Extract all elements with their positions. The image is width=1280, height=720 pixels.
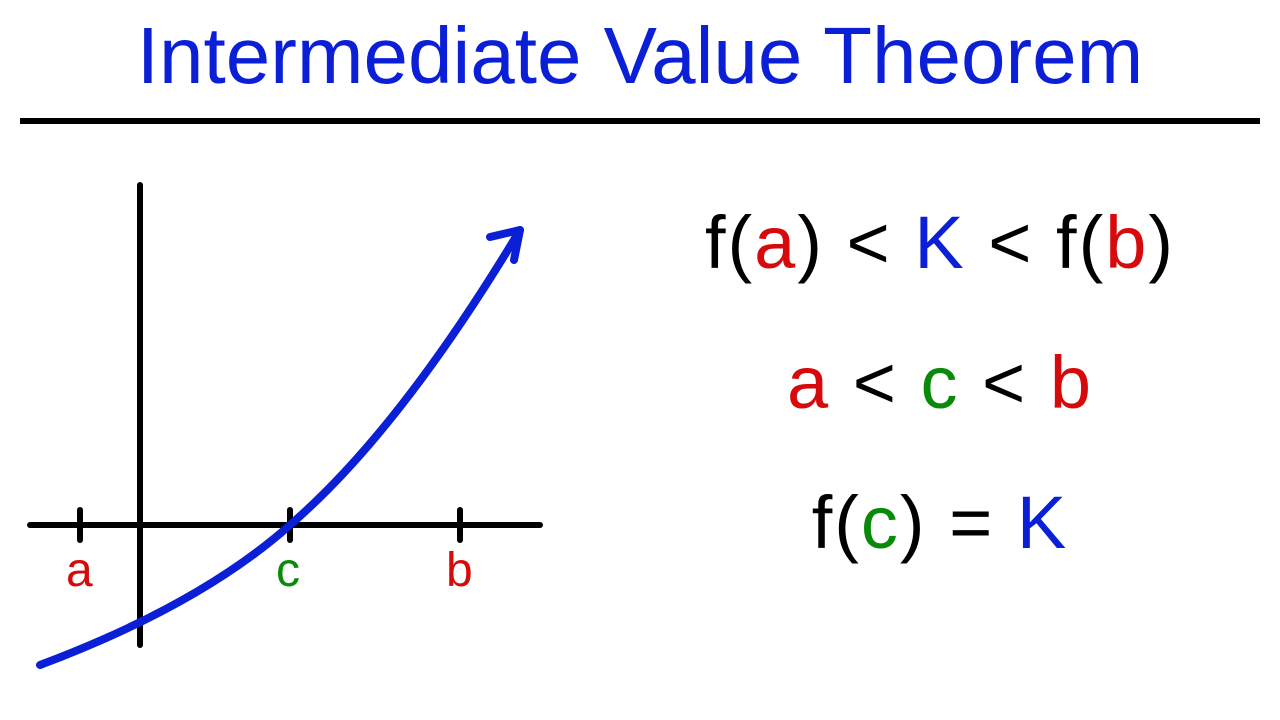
eq-3-part-4: K bbox=[1017, 481, 1068, 564]
eq-2-part-2: < bbox=[830, 341, 920, 424]
equations-block: f(a) < K < f(b)a < c < bf(c) = K bbox=[610, 200, 1270, 620]
axis-label-c: c bbox=[276, 543, 300, 598]
eq-1-part-4: K bbox=[914, 201, 965, 284]
graph: acb bbox=[20, 175, 560, 695]
function-curve bbox=[40, 230, 520, 665]
title-underline bbox=[20, 118, 1260, 124]
page-title: Intermediate Value Theorem bbox=[137, 10, 1143, 102]
equation-line-2: a < c < b bbox=[610, 340, 1270, 425]
eq-3-part-3: ) = bbox=[900, 481, 1017, 564]
eq-2-part-3: c bbox=[921, 341, 960, 424]
eq-3-part-2: c bbox=[861, 481, 900, 564]
eq-2-part-1: a bbox=[787, 341, 830, 424]
eq-3-part-1: f( bbox=[812, 481, 861, 564]
eq-1-part-7: ) bbox=[1148, 201, 1175, 284]
eq-2-part-5: b bbox=[1050, 341, 1093, 424]
equation-line-1: f(a) < K < f(b) bbox=[610, 200, 1270, 285]
equation-line-3: f(c) = K bbox=[610, 480, 1270, 565]
axis-label-b: b bbox=[446, 543, 473, 598]
graph-svg bbox=[20, 175, 560, 695]
eq-1-part-2: a bbox=[754, 201, 797, 284]
eq-2-part-4: < bbox=[960, 341, 1050, 424]
eq-1-part-5: < f( bbox=[966, 201, 1106, 284]
eq-1-part-1: f( bbox=[705, 201, 754, 284]
eq-1-part-6: b bbox=[1105, 201, 1148, 284]
axis-label-a: a bbox=[66, 543, 93, 598]
eq-1-part-3: ) < bbox=[797, 201, 914, 284]
